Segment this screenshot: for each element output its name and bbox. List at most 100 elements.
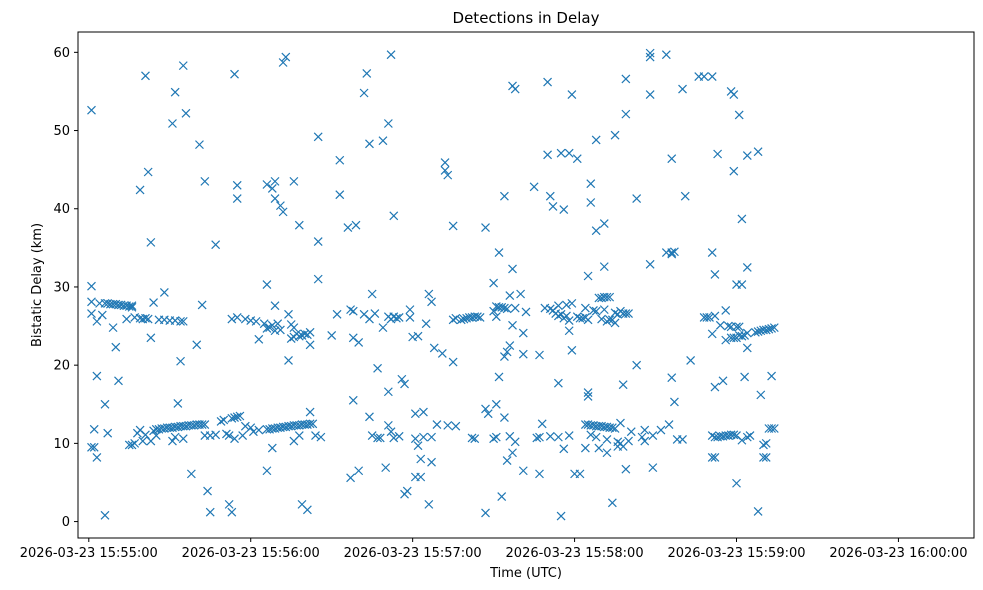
data-point <box>548 201 558 211</box>
data-point <box>502 304 512 314</box>
data-point <box>599 262 609 272</box>
data-point <box>429 343 439 353</box>
data-point <box>146 237 156 247</box>
data-point <box>535 469 544 479</box>
data-point <box>100 510 110 520</box>
data-point <box>389 211 399 221</box>
data-point <box>656 425 666 435</box>
data-point <box>618 380 628 390</box>
data-point <box>499 303 509 313</box>
data-point <box>710 311 720 321</box>
data-point <box>607 423 617 433</box>
data-point <box>335 190 345 200</box>
data-point <box>632 194 642 204</box>
data-point <box>737 214 747 224</box>
data-point <box>343 223 353 232</box>
data-point <box>311 431 320 440</box>
data-point <box>553 311 563 321</box>
data-point <box>437 349 447 358</box>
data-point <box>553 432 563 442</box>
data-point <box>732 322 741 332</box>
data-point <box>235 411 245 421</box>
data-point <box>599 219 609 229</box>
data-point <box>648 463 658 473</box>
data-point <box>518 349 528 359</box>
data-point <box>475 313 485 322</box>
data-point <box>742 343 752 353</box>
data-point <box>586 430 596 440</box>
y-tick-label: 40 <box>53 202 70 217</box>
data-point <box>240 314 250 324</box>
data-point <box>578 313 588 323</box>
data-point <box>346 305 356 315</box>
data-point <box>87 309 96 318</box>
data-point <box>400 379 409 389</box>
data-point <box>370 309 380 318</box>
data-point <box>316 432 326 442</box>
data-point <box>518 328 528 338</box>
data-point <box>567 298 577 308</box>
data-point <box>168 436 177 446</box>
data-point <box>599 305 609 315</box>
data-point <box>124 302 134 311</box>
data-point <box>737 280 747 290</box>
data-point <box>197 300 207 310</box>
data-point <box>491 399 501 409</box>
data-point <box>302 505 312 515</box>
data-point <box>491 432 501 442</box>
data-point <box>718 376 728 386</box>
data-point <box>645 90 655 99</box>
data-point <box>508 320 517 330</box>
data-point <box>149 298 158 308</box>
data-point <box>262 280 272 290</box>
data-point <box>745 431 755 440</box>
data-point <box>254 334 264 344</box>
data-point <box>664 420 674 430</box>
data-point <box>710 270 720 279</box>
data-point <box>594 443 604 453</box>
data-point <box>559 205 569 214</box>
data-point <box>224 499 234 509</box>
x-tick-label: 2026-03-23 15:57:00 <box>344 546 482 561</box>
data-point <box>545 431 555 441</box>
data-point <box>195 140 204 150</box>
data-point <box>219 415 229 425</box>
data-point <box>294 220 304 230</box>
data-point <box>605 315 615 325</box>
data-point <box>564 431 574 440</box>
data-point <box>729 166 739 176</box>
data-point <box>699 72 709 82</box>
data-point <box>410 434 420 444</box>
data-point <box>508 264 517 274</box>
data-point <box>607 498 617 508</box>
data-point <box>100 399 110 409</box>
data-point <box>586 179 596 189</box>
data-point <box>510 84 520 94</box>
data-point <box>667 248 677 257</box>
data-point <box>270 301 280 311</box>
data-point <box>359 88 369 98</box>
data-point <box>440 166 450 175</box>
data-point <box>621 309 631 318</box>
data-point <box>589 305 598 315</box>
data-point <box>543 150 553 160</box>
data-point <box>448 221 458 231</box>
data-point <box>732 478 741 488</box>
data-point <box>707 329 717 339</box>
data-point <box>103 428 113 438</box>
data-point <box>497 492 507 501</box>
data-point <box>87 105 96 115</box>
data-point <box>300 329 310 339</box>
data-point <box>275 201 285 211</box>
data-point <box>270 194 280 204</box>
data-point <box>489 278 499 288</box>
data-point <box>734 322 744 332</box>
data-point <box>489 306 499 316</box>
data-point <box>456 315 466 325</box>
data-point <box>267 183 277 193</box>
data-point <box>284 356 293 365</box>
data-point <box>273 319 283 329</box>
data-point <box>227 314 237 324</box>
y-axis-label: Bistatic Delay (km) <box>30 223 45 347</box>
data-point <box>624 309 633 318</box>
